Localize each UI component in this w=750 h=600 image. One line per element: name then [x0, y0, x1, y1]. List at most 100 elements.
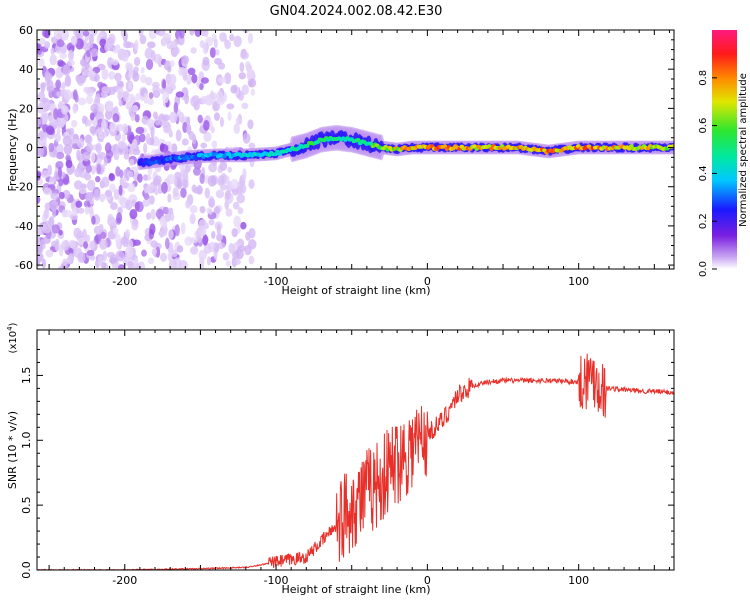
- noise-speckle: [145, 58, 154, 71]
- noise-speckle: [161, 181, 168, 194]
- noise-speckle: [125, 199, 133, 211]
- noise-speckle: [95, 142, 102, 154]
- noise-speckle: [189, 237, 198, 244]
- noise-speckle: [137, 173, 143, 183]
- noise-speckle: [193, 100, 200, 111]
- noise-speckle: [167, 193, 172, 203]
- noise-speckle: [41, 97, 50, 107]
- noise-speckle: [122, 93, 129, 102]
- noise-speckle: [89, 48, 99, 57]
- noise-speckle: [233, 35, 242, 48]
- noise-speckle: [97, 130, 107, 140]
- noise-speckle: [105, 103, 113, 112]
- noise-speckle: [97, 255, 103, 266]
- noise-speckle: [44, 202, 51, 212]
- noise-speckle: [149, 195, 155, 205]
- noise-speckle: [178, 111, 185, 123]
- noise-speckle: [90, 103, 99, 113]
- noise-speckle: [232, 251, 237, 260]
- noise-speckle: [45, 249, 54, 258]
- noise-speckle: [75, 200, 83, 208]
- noise-speckle: [121, 50, 129, 62]
- noise-speckle: [58, 166, 63, 179]
- noise-speckle: [146, 184, 154, 194]
- noise-speckle: [198, 249, 207, 261]
- noise-speckle: [58, 229, 63, 236]
- noise-speckle: [134, 39, 139, 51]
- noise-speckle: [128, 81, 133, 90]
- noise-speckle: [113, 188, 120, 200]
- noise-speckle: [227, 111, 232, 122]
- noise-speckle: [237, 207, 244, 215]
- noise-speckle: [85, 135, 92, 143]
- noise-speckle: [101, 119, 107, 130]
- noise-speckle: [155, 246, 161, 258]
- noise-speckle: [52, 209, 57, 218]
- noise-speckle: [101, 176, 110, 188]
- noise-speckle: [147, 257, 155, 265]
- noise-speckle: [224, 72, 232, 85]
- noise-speckle: [55, 121, 65, 129]
- noise-speckle: [208, 162, 217, 173]
- noise-speckle: [89, 254, 96, 261]
- snr-y-ticks: 0.0 0.5 1.0 1.5: [20, 348, 674, 579]
- noise-speckle: [168, 73, 177, 86]
- noise-speckle: [108, 173, 116, 182]
- noise-speckle: [43, 187, 52, 196]
- noise-speckle: [44, 41, 51, 49]
- spectrogram-y-ticks: 60 40 20 0 -20 -40 -60: [15, 24, 674, 272]
- noise-speckle: [162, 206, 169, 215]
- noise-speckle: [134, 114, 140, 123]
- noise-speckle: [87, 70, 96, 78]
- noise-speckle: [40, 81, 47, 89]
- noise-speckle: [73, 30, 79, 36]
- noise-speckle: [246, 68, 254, 80]
- noise-speckle: [225, 260, 231, 267]
- noise-speckle: [77, 97, 87, 106]
- noise-speckle: [76, 75, 85, 86]
- noise-speckle: [174, 224, 180, 237]
- noise-speckle: [64, 75, 72, 87]
- noise-speckle: [81, 115, 87, 125]
- noise-speckle: [98, 239, 108, 250]
- noise-speckle: [94, 176, 101, 183]
- noise-speckle: [76, 138, 85, 149]
- noise-speckle: [213, 38, 218, 49]
- noise-speckle: [217, 76, 227, 84]
- noise-speckle: [204, 30, 209, 38]
- noise-speckle: [170, 40, 177, 49]
- noise-speckle: [101, 68, 109, 80]
- noise-speckle: [163, 60, 172, 71]
- noise-speckle: [68, 248, 74, 255]
- snr-x-ticks: -200 -100 0 100: [48, 330, 670, 587]
- noise-speckle: [215, 49, 220, 56]
- noise-speckle: [58, 191, 65, 200]
- noise-speckle: [76, 149, 81, 161]
- noise-speckle: [178, 66, 186, 76]
- noise-speckle: [171, 249, 178, 258]
- noise-speckle: [199, 205, 206, 214]
- noise-speckle: [161, 114, 171, 122]
- noise-speckle: [37, 146, 45, 158]
- noise-speckle: [239, 62, 245, 73]
- noise-speckle: [191, 73, 198, 84]
- noise-speckle: [236, 193, 245, 204]
- noise-speckle: [150, 125, 155, 138]
- noise-speckle: [44, 208, 50, 219]
- noise-speckle: [172, 187, 179, 197]
- colorbar-tick-label: 0.8: [698, 70, 709, 86]
- noise-speckle: [118, 184, 123, 196]
- noise-speckle: [37, 118, 42, 126]
- noise-speckle: [189, 30, 195, 36]
- noise-speckle: [61, 105, 69, 115]
- noise-speckle: [56, 127, 61, 135]
- noise-speckle: [141, 249, 147, 257]
- noise-speckle: [229, 33, 235, 42]
- noise-speckle: [194, 30, 202, 38]
- noise-speckle: [190, 47, 197, 54]
- noise-speckle: [112, 113, 120, 123]
- noise-speckle: [145, 76, 153, 86]
- noise-speckle: [203, 120, 210, 131]
- noise-speckle: [140, 74, 147, 84]
- noise-speckle: [86, 249, 95, 257]
